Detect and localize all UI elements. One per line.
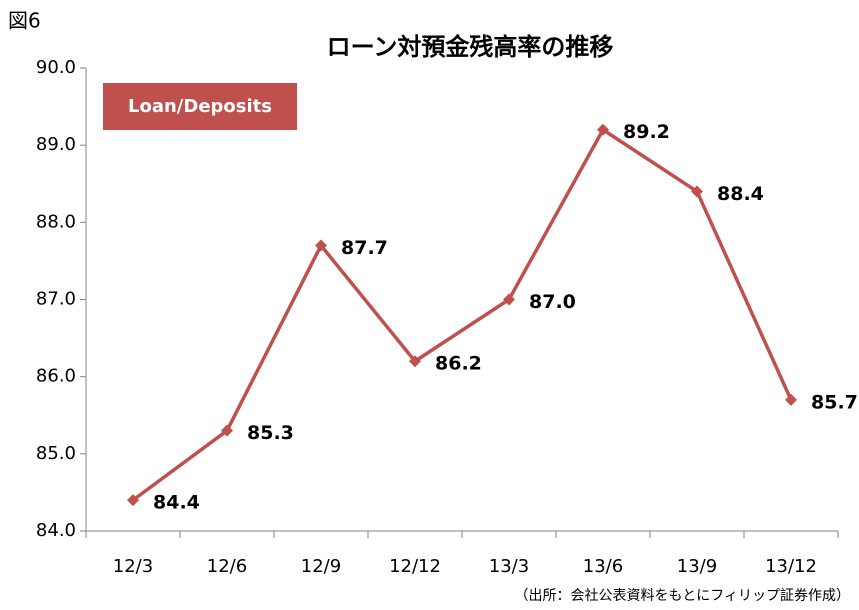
y-tick-label: 90.0 xyxy=(36,57,76,78)
y-tick-label: 89.0 xyxy=(36,134,76,155)
x-tick-label: 13/9 xyxy=(677,556,717,577)
x-tick-label: 12/6 xyxy=(207,556,247,577)
data-point xyxy=(409,355,421,368)
data-point xyxy=(315,239,327,252)
chart-title: ローン対預金残高率の推移 xyxy=(327,33,614,61)
x-tick-label: 13/6 xyxy=(583,556,623,577)
source-note: （出所：会社公表資料をもとにフィリップ証券作成） xyxy=(515,588,850,604)
x-tick-label: 13/12 xyxy=(765,556,817,577)
y-tick-label: 85.0 xyxy=(36,443,76,464)
data-point xyxy=(597,123,609,136)
data-label: 87.0 xyxy=(529,291,576,313)
data-point xyxy=(127,494,139,507)
data-label: 89.2 xyxy=(623,121,670,143)
x-tick-label: 13/3 xyxy=(489,556,529,577)
data-label: 86.2 xyxy=(435,353,482,375)
data-label: 87.7 xyxy=(341,237,388,259)
y-tick-label: 88.0 xyxy=(36,211,76,232)
x-tick-label: 12/12 xyxy=(389,556,441,577)
legend-label: Loan/Deposits xyxy=(128,96,272,117)
x-tick-label: 12/9 xyxy=(301,556,341,577)
data-point xyxy=(221,424,233,437)
data-point xyxy=(785,393,797,406)
y-tick-label: 84.0 xyxy=(36,520,76,541)
legend-box xyxy=(103,83,297,130)
data-label: 85.7 xyxy=(811,391,858,413)
data-label: 88.4 xyxy=(717,183,764,205)
y-tick-label: 87.0 xyxy=(36,289,76,310)
data-point xyxy=(503,293,515,306)
data-label: 85.3 xyxy=(247,422,294,444)
figure-label: 図6 xyxy=(8,9,41,33)
x-tick-label: 12/3 xyxy=(113,556,153,577)
series-line xyxy=(131,127,793,502)
y-tick-label: 86.0 xyxy=(36,366,76,387)
data-label: 84.4 xyxy=(153,492,200,514)
data-point xyxy=(691,185,703,198)
